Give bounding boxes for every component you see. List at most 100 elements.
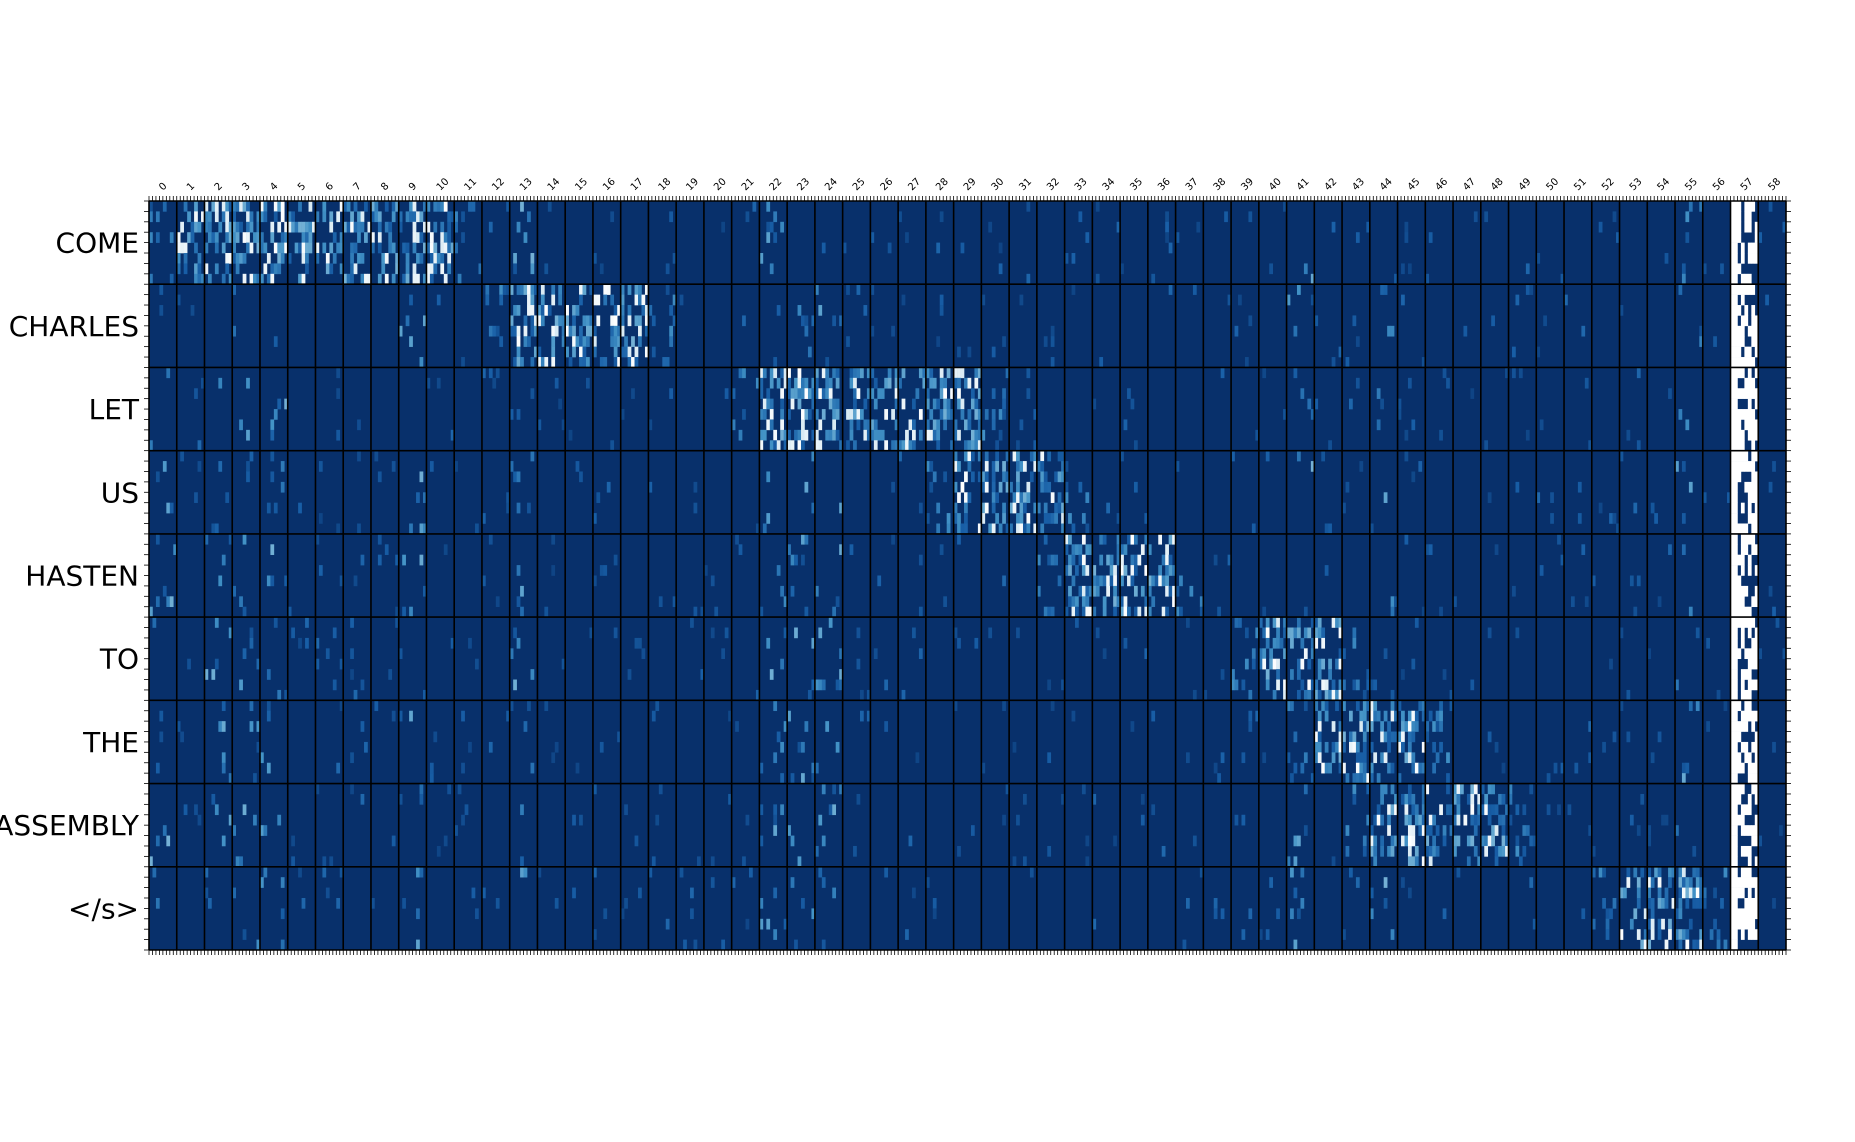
heatmap-cell	[752, 201, 757, 212]
heatmap-cell	[1269, 658, 1274, 670]
heatmap-cell	[1692, 866, 1697, 878]
heatmap-cell	[1040, 481, 1045, 493]
heatmap-cell	[918, 554, 923, 566]
heatmap-cell	[638, 637, 642, 649]
heatmap-cell	[1737, 450, 1742, 462]
heatmap-cell	[1730, 700, 1735, 712]
heatmap-cell	[1338, 721, 1343, 732]
heatmap-cell	[249, 273, 254, 285]
heatmap-cell	[149, 232, 153, 243]
heatmap-cell	[377, 242, 382, 254]
heatmap-cell	[360, 793, 365, 805]
heatmap-cell	[1290, 908, 1294, 920]
heatmap-cell	[1428, 232, 1433, 243]
heatmap-cell	[506, 284, 510, 295]
heatmap-cell	[353, 575, 358, 587]
heatmap-cell	[520, 357, 524, 368]
heatmap-row-0	[149, 201, 1787, 285]
heatmap-cell	[1733, 939, 1738, 951]
heatmap-cell	[1331, 357, 1336, 368]
heatmap-cell	[523, 284, 528, 295]
heatmap-cell	[984, 409, 989, 420]
heatmap-cell	[516, 502, 521, 514]
heatmap-cell	[280, 242, 285, 254]
heatmap-cell	[1640, 793, 1645, 805]
heatmap-cell	[249, 450, 254, 462]
heatmap-cell	[1751, 450, 1756, 462]
heatmap-cell	[991, 471, 996, 483]
heatmap-cell	[201, 273, 205, 285]
heatmap-cell	[599, 357, 604, 368]
heatmap-cell	[766, 918, 771, 930]
heatmap-cell	[1740, 585, 1745, 597]
heatmap-cell	[1727, 492, 1731, 503]
heatmap-cell	[946, 367, 951, 379]
heatmap-cell	[1456, 866, 1461, 878]
heatmap-cell	[755, 689, 760, 701]
heatmap-cell	[1730, 741, 1735, 753]
heatmap-cell	[998, 263, 1003, 275]
heatmap-cell	[558, 284, 563, 295]
heatmap-cell	[1647, 887, 1652, 899]
heatmap-cell	[1401, 877, 1405, 888]
heatmap-cell	[842, 242, 847, 254]
heatmap-cell	[1720, 897, 1724, 909]
heatmap-cell	[1303, 825, 1308, 836]
heatmap-cell	[828, 429, 833, 441]
heatmap-cell	[1081, 585, 1086, 597]
heatmap-cell	[1446, 752, 1450, 764]
heatmap-cell	[412, 211, 417, 223]
heatmap-cell	[1265, 679, 1270, 691]
heatmap-cell	[332, 679, 337, 691]
heatmap-cell	[1005, 783, 1010, 795]
column-label: 15	[573, 176, 590, 193]
heatmap-cell	[1407, 814, 1412, 826]
heatmap-cell	[1754, 253, 1759, 264]
heatmap-cell	[1019, 523, 1024, 535]
heatmap-cell	[530, 450, 535, 462]
heatmap-cell	[194, 221, 198, 233]
heatmap-cell	[1473, 825, 1478, 836]
heatmap-cell	[364, 741, 368, 753]
heatmap-cell	[426, 273, 431, 285]
heatmap-cell	[988, 627, 993, 639]
heatmap-cell	[783, 918, 788, 930]
heatmap-cell	[1733, 263, 1738, 275]
heatmap-cell	[1730, 648, 1735, 660]
heatmap-cell	[1754, 856, 1759, 868]
heatmap-cell	[1061, 523, 1065, 535]
heatmap-cell	[977, 440, 982, 451]
heatmap-cell	[263, 825, 268, 836]
heatmap-cell	[1775, 617, 1780, 628]
heatmap-cell	[1664, 814, 1669, 826]
heatmap-cell	[1751, 637, 1756, 649]
heatmap-cell	[1730, 908, 1735, 920]
heatmap-cell	[572, 814, 576, 826]
heatmap-cell	[1366, 773, 1371, 784]
heatmap-cell	[1688, 700, 1693, 712]
column-label: 27	[906, 176, 923, 193]
heatmap-cell	[1050, 700, 1055, 712]
heatmap-cell	[1092, 918, 1097, 930]
heatmap-cell	[953, 461, 958, 472]
heatmap-cell	[1383, 284, 1388, 295]
heatmap-cell	[207, 221, 212, 233]
heatmap-cell	[787, 388, 791, 399]
heatmap-cell	[1737, 409, 1742, 420]
heatmap-cell	[1407, 263, 1412, 275]
heatmap-cell	[967, 377, 972, 389]
heatmap-cell	[832, 804, 837, 816]
heatmap-cell	[804, 481, 809, 493]
heatmap-cell	[1425, 783, 1430, 795]
heatmap-cell	[1068, 533, 1072, 545]
heatmap-cell	[610, 315, 615, 327]
heatmap-cell	[1102, 533, 1107, 545]
heatmap-cell	[353, 221, 358, 233]
heatmap-cell	[1127, 575, 1131, 587]
heatmap-cell	[1446, 377, 1450, 389]
heatmap-cell	[780, 409, 784, 420]
heatmap-cell	[1747, 617, 1752, 628]
heatmap-cell	[582, 284, 587, 295]
heatmap-cell	[197, 263, 202, 275]
heatmap-cell	[291, 856, 295, 868]
